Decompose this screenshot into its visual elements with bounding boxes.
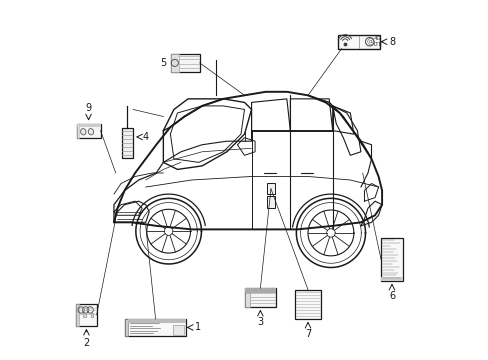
Text: 9: 9 [85, 103, 91, 113]
Bar [90, 313, 93, 317]
Bar [170, 54, 179, 72]
Bar [173, 325, 183, 335]
Bar [76, 304, 79, 326]
Ellipse shape [88, 129, 93, 135]
Bar [170, 54, 199, 72]
Bar [266, 183, 275, 194]
Bar [266, 196, 275, 207]
Bar [77, 123, 101, 138]
Bar [380, 238, 402, 280]
Bar [128, 319, 186, 323]
Text: 3: 3 [257, 317, 263, 327]
Text: 4G
LTE: 4G LTE [372, 36, 381, 47]
Text: 7: 7 [304, 329, 310, 339]
Bar [294, 290, 321, 319]
Text: @: @ [366, 39, 372, 45]
Text: 6: 6 [388, 291, 394, 301]
Text: 4: 4 [142, 132, 149, 142]
Bar [83, 313, 86, 317]
Bar [244, 288, 275, 307]
Bar [122, 128, 133, 158]
Text: 8: 8 [389, 37, 395, 47]
Text: 1: 1 [195, 323, 201, 333]
Bar [77, 123, 79, 138]
Ellipse shape [81, 129, 86, 135]
Bar [76, 304, 97, 326]
Bar [337, 35, 380, 49]
Bar [380, 277, 402, 280]
Bar [244, 288, 275, 293]
Text: 5: 5 [160, 58, 166, 68]
Bar [124, 319, 186, 336]
Text: 2: 2 [83, 338, 89, 348]
Bar [124, 319, 128, 336]
Bar [244, 293, 249, 307]
Bar [77, 123, 101, 127]
